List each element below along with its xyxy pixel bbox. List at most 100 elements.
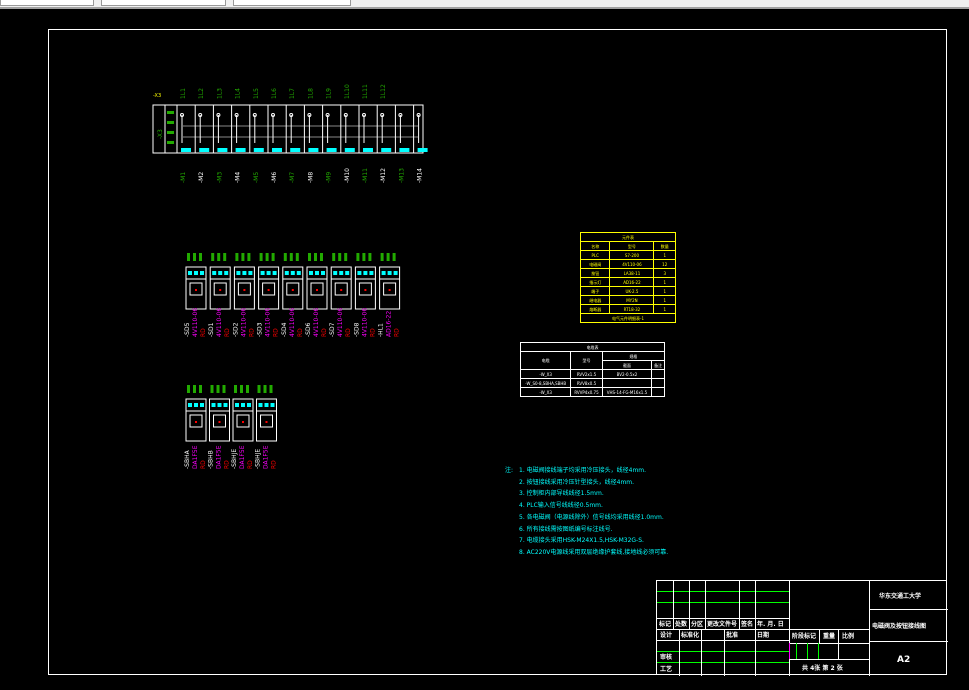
table-cell [651,387,665,397]
wire-label-top: 1L9 [326,88,333,99]
solenoid-symbol [260,414,273,428]
valve-terminal [369,271,374,275]
valve-color-code: RD [273,328,280,337]
wire-label-bottom: -M8 [307,172,314,183]
valve-wire-label [269,385,273,393]
valve-terminal [217,403,222,407]
solenoid-symbol [189,414,203,428]
valve-body [354,266,376,310]
valve-terminal [218,271,223,275]
solenoid-symbol [213,282,227,296]
solenoid-indicator [195,421,197,423]
note-item: 7. 电缆接头采用HSK-M24X1.5,HSK-M32G-S. [519,537,644,545]
valve-wire-label [199,385,202,393]
valve-wire-label [199,253,202,261]
wire-label-top: 1L5 [253,88,260,99]
valve-body [232,398,254,442]
valve-terminal [223,403,228,407]
valve-terminal [248,271,253,275]
terminal-node [307,113,312,117]
valve-body [185,398,207,442]
table-cell: 12 [653,259,676,269]
solenoid-indicator [219,289,222,291]
wire-label-bottom: -M11 [362,168,369,183]
table-cell: S7-200 [609,250,655,260]
cable-table: 电缆表 电缆 型号 规格 截面 备注 -W_X3 RVV2x1.5 BV2-0.5x2 -W… [519,342,666,397]
valve-tag: -HL1 [378,323,385,337]
schematic: -X3 -X3 1L1 -M1 1L2 -M2 1L3 -M3 1L4 -M4 1L5 -M5 1L6 -… [152,84,428,469]
table-cell: LA38-11 [609,268,655,278]
valve-color-code: RD [200,328,207,337]
solenoid-indicator [267,289,270,291]
valve-wire-label [234,385,237,393]
valve-wire-label [211,253,215,261]
valve-color-code: RD [248,328,255,337]
valve-wire-label [356,253,360,261]
valve-wire-label [271,253,275,261]
valve-body [209,266,231,310]
wire-label-top: 1L2 [198,88,205,99]
valve-wire-label [289,253,293,261]
valve-color-code: RD [200,460,207,469]
valve-tag: -SD6 [305,322,312,337]
valve-tag: -SD5 [184,322,191,337]
valve-wire-label [217,253,221,261]
table-row: -W_S0-8,SBHA,SBHB RVV8x0.5 [519,378,665,388]
valve-body [233,266,255,310]
note-item: 6. 所有接线需按图纸编号标注线号. [519,525,613,533]
valve-terminal [211,403,216,407]
solenoid-symbol [286,282,300,296]
terminal-node [289,113,294,117]
valve-wire-label [362,253,366,261]
terminal-marker [199,148,210,152]
toolbar-field-3[interactable] [233,0,351,6]
solenoid-indicator [291,289,294,291]
tb-label: 更改文件号 [707,621,738,628]
wire-label-bottom: -M4 [235,172,242,183]
valve-color-code: RD [297,328,304,337]
table-row: 指示灯 AD16-22 1 [579,277,676,287]
valve-terminal [212,271,217,275]
solenoid-symbol [189,282,203,296]
tb-label: 工艺 [660,666,673,673]
toolbar-field-1[interactable] [0,0,94,6]
notes: 注: 1. 电磁阀接线端子均采用冷压接头，线径4mm. 2. 按钮接线采用冷压针型… [505,465,668,559]
cable-table-title: 电缆表 [520,342,665,352]
solenoid-indicator [195,289,197,291]
valve-tag: -SD8 [353,322,360,337]
note-item: 4. PLC输入信号线线径0.5mm. [519,502,603,510]
valve-tag: -SBHJE [255,449,262,469]
valve-wire-label [265,253,269,261]
valve-wire-label [187,253,190,261]
table-cell: 1 [653,295,676,305]
strip-indicator [167,111,174,114]
solenoid-symbol [310,282,324,296]
valve-terminal [284,271,289,275]
parts-table-title: 元件表 [580,232,676,242]
table-cell: UK-2.5 [609,286,655,296]
solenoid-symbol [358,282,372,296]
valve-wire-label [240,385,243,393]
col-header: 名称 [579,241,611,251]
valve-color-code: RD [394,328,401,337]
terminal-node [216,113,221,117]
valve-model: 4V110-06 [289,308,296,337]
table-cell: 指示灯 [579,277,611,287]
valve-tag: -SD4 [281,322,288,337]
wire-label-bottom: -M5 [253,172,260,183]
table-row: 按钮 LA38-11 3 [579,268,676,278]
valve-model: 4V110-06 [313,308,320,337]
valve-model: 4V110-06 [361,308,368,337]
tb-label: 审核 [660,654,673,661]
drawing-canvas[interactable]: -X3 -X3 1L1 -M1 1L2 -M2 1L3 -M3 1L4 -M4 1L5 -M5 1L6 -… [0,11,969,690]
valve-color-code: RD [321,328,328,337]
terminal-marker [363,148,373,152]
valve-body [330,266,352,310]
valve-terminal [315,271,319,275]
solenoid-indicator [364,289,367,291]
valve-wire-label [246,385,249,393]
toolbar-field-2[interactable] [101,0,226,6]
valve-wire-label [320,253,323,261]
solenoid-symbol [236,414,250,428]
terminal-node [362,113,366,117]
